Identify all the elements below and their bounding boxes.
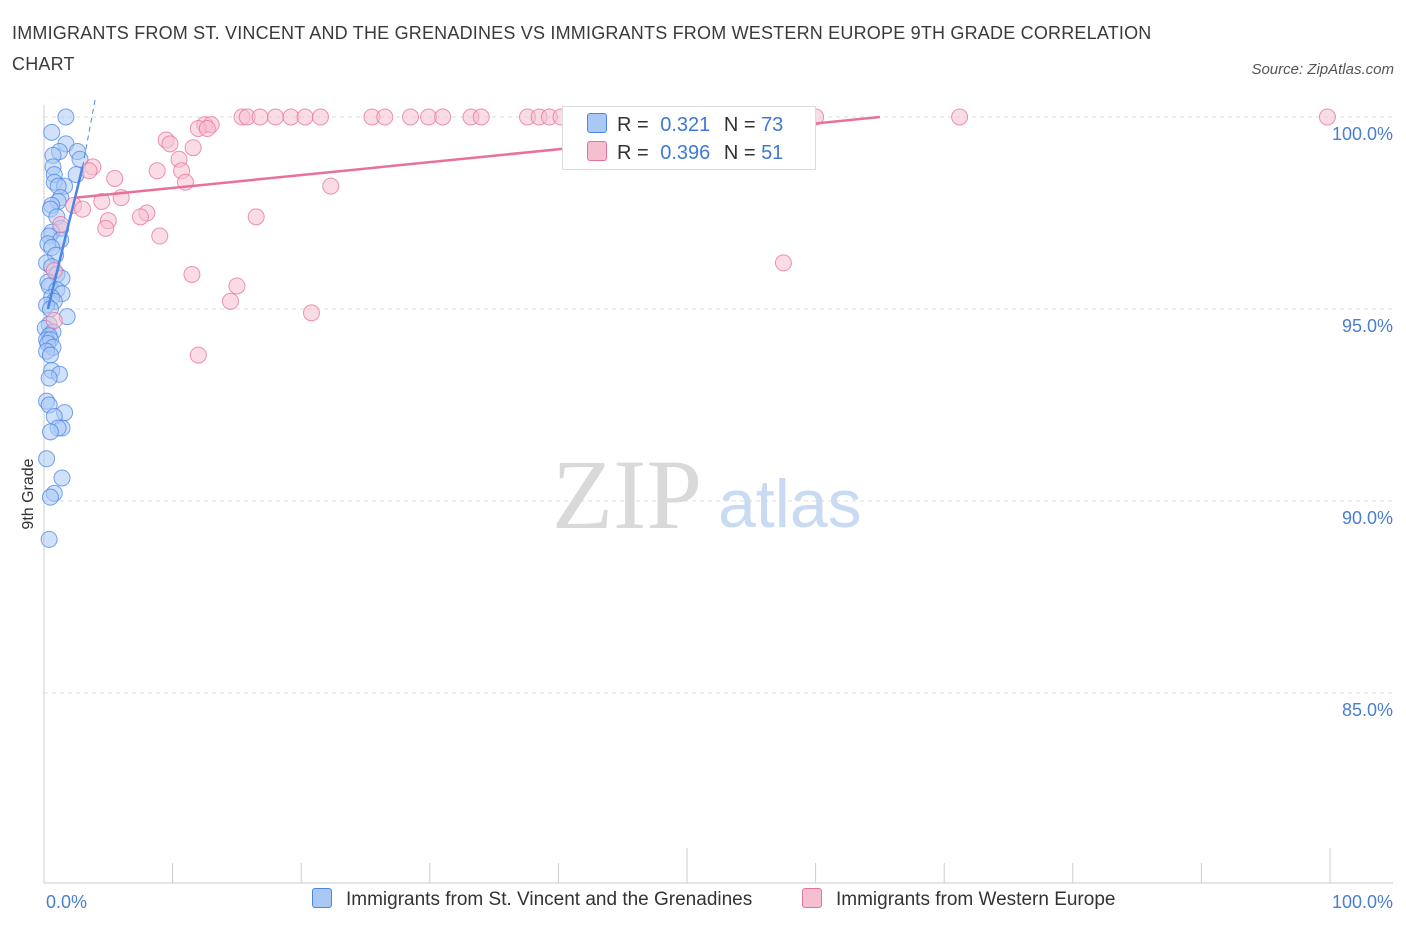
point-western-europe	[402, 108, 420, 126]
point-western-europe	[251, 108, 269, 126]
point-western-europe	[322, 177, 340, 195]
r-value-blue: 0.321	[660, 114, 711, 136]
point-vincent	[43, 123, 61, 141]
point-western-europe	[296, 108, 314, 126]
y-tick-label: 95.0%	[1342, 316, 1393, 336]
watermark-atlas: atlas	[718, 466, 862, 542]
point-vincent	[41, 346, 59, 364]
point-western-europe	[774, 254, 792, 272]
watermark-zip: ZIP	[552, 439, 702, 550]
point-western-europe	[221, 292, 239, 310]
x-tick-labels: 0.0% 100.0%	[46, 892, 1393, 912]
point-western-europe	[97, 219, 115, 237]
point-vincent	[57, 108, 75, 126]
stats-row-pink: R = 0.396 N = 51	[587, 141, 783, 165]
point-vincent	[40, 530, 58, 548]
legend-item-western-europe[interactable]: Immigrants from Western Europe	[802, 888, 1115, 911]
source-label: Source: ZipAtlas.com	[1251, 61, 1394, 78]
point-western-europe	[189, 346, 207, 364]
x-tick-label: 0.0%	[46, 892, 87, 912]
y-tick-label: 100.0%	[1332, 124, 1393, 144]
point-western-europe	[184, 139, 202, 157]
point-western-europe	[376, 108, 394, 126]
point-vincent	[41, 488, 59, 506]
n-value-blue: 73	[761, 114, 784, 136]
stats-row-blue: R = 0.321 N = 73	[587, 113, 783, 137]
legend-label-vincent: Immigrants from St. Vincent and the Gren…	[346, 889, 753, 910]
x-tick-label: 100.0%	[1332, 892, 1393, 912]
point-western-europe	[247, 208, 265, 226]
legend-swatch-blue-icon	[312, 888, 332, 908]
point-western-europe	[106, 169, 124, 187]
legend-label-western-europe: Immigrants from Western Europe	[836, 889, 1116, 910]
n-label: N =	[723, 142, 756, 164]
y-axis-label: 9th Grade	[20, 458, 37, 529]
point-western-europe	[151, 227, 169, 245]
swatch-pink-icon	[587, 141, 607, 161]
point-western-europe	[951, 108, 969, 126]
r-label: R =	[617, 142, 649, 164]
point-western-europe	[472, 108, 490, 126]
series-legend: Immigrants from St. Vincent and the Gren…	[0, 888, 1406, 916]
watermark: ZIP atlas	[552, 439, 862, 550]
point-western-europe	[93, 192, 111, 210]
point-western-europe	[266, 108, 284, 126]
point-vincent	[40, 369, 58, 387]
trend-extension-vincent	[82, 97, 96, 168]
point-vincent	[38, 450, 56, 468]
y-tick-label: 90.0%	[1342, 508, 1393, 528]
point-western-europe	[282, 108, 300, 126]
point-western-europe	[148, 162, 166, 180]
gridlines	[44, 116, 1393, 694]
point-western-europe	[1318, 108, 1336, 126]
y-tick-label: 85.0%	[1342, 700, 1393, 720]
y-tick-labels: 100.0% 95.0% 90.0% 85.0%	[1332, 124, 1393, 720]
point-western-europe	[302, 304, 320, 322]
point-vincent	[53, 469, 71, 487]
n-label: N =	[723, 114, 756, 136]
point-western-europe	[45, 312, 63, 330]
point-vincent	[41, 423, 59, 441]
swatch-blue-icon	[587, 113, 607, 133]
stats-legend: R = 0.321 N = 73 R = 0.396 N = 51	[562, 106, 816, 170]
point-western-europe	[161, 135, 179, 153]
r-value-pink: 0.396	[660, 142, 711, 164]
point-western-europe	[228, 277, 246, 295]
legend-item-vincent[interactable]: Immigrants from St. Vincent and the Gren…	[312, 888, 752, 911]
r-label: R =	[617, 114, 649, 136]
chart-title: IMMIGRANTS FROM ST. VINCENT AND THE GREN…	[12, 23, 1152, 74]
point-western-europe	[420, 108, 438, 126]
point-western-europe	[74, 200, 92, 218]
point-western-europe	[183, 265, 201, 283]
point-western-europe	[131, 208, 149, 226]
n-value-pink: 51	[761, 142, 784, 164]
legend-swatch-pink-icon	[802, 888, 822, 908]
point-western-europe	[311, 108, 329, 126]
point-western-europe	[198, 120, 216, 138]
trend-line-vincent	[46, 166, 84, 310]
point-western-europe	[434, 108, 452, 126]
